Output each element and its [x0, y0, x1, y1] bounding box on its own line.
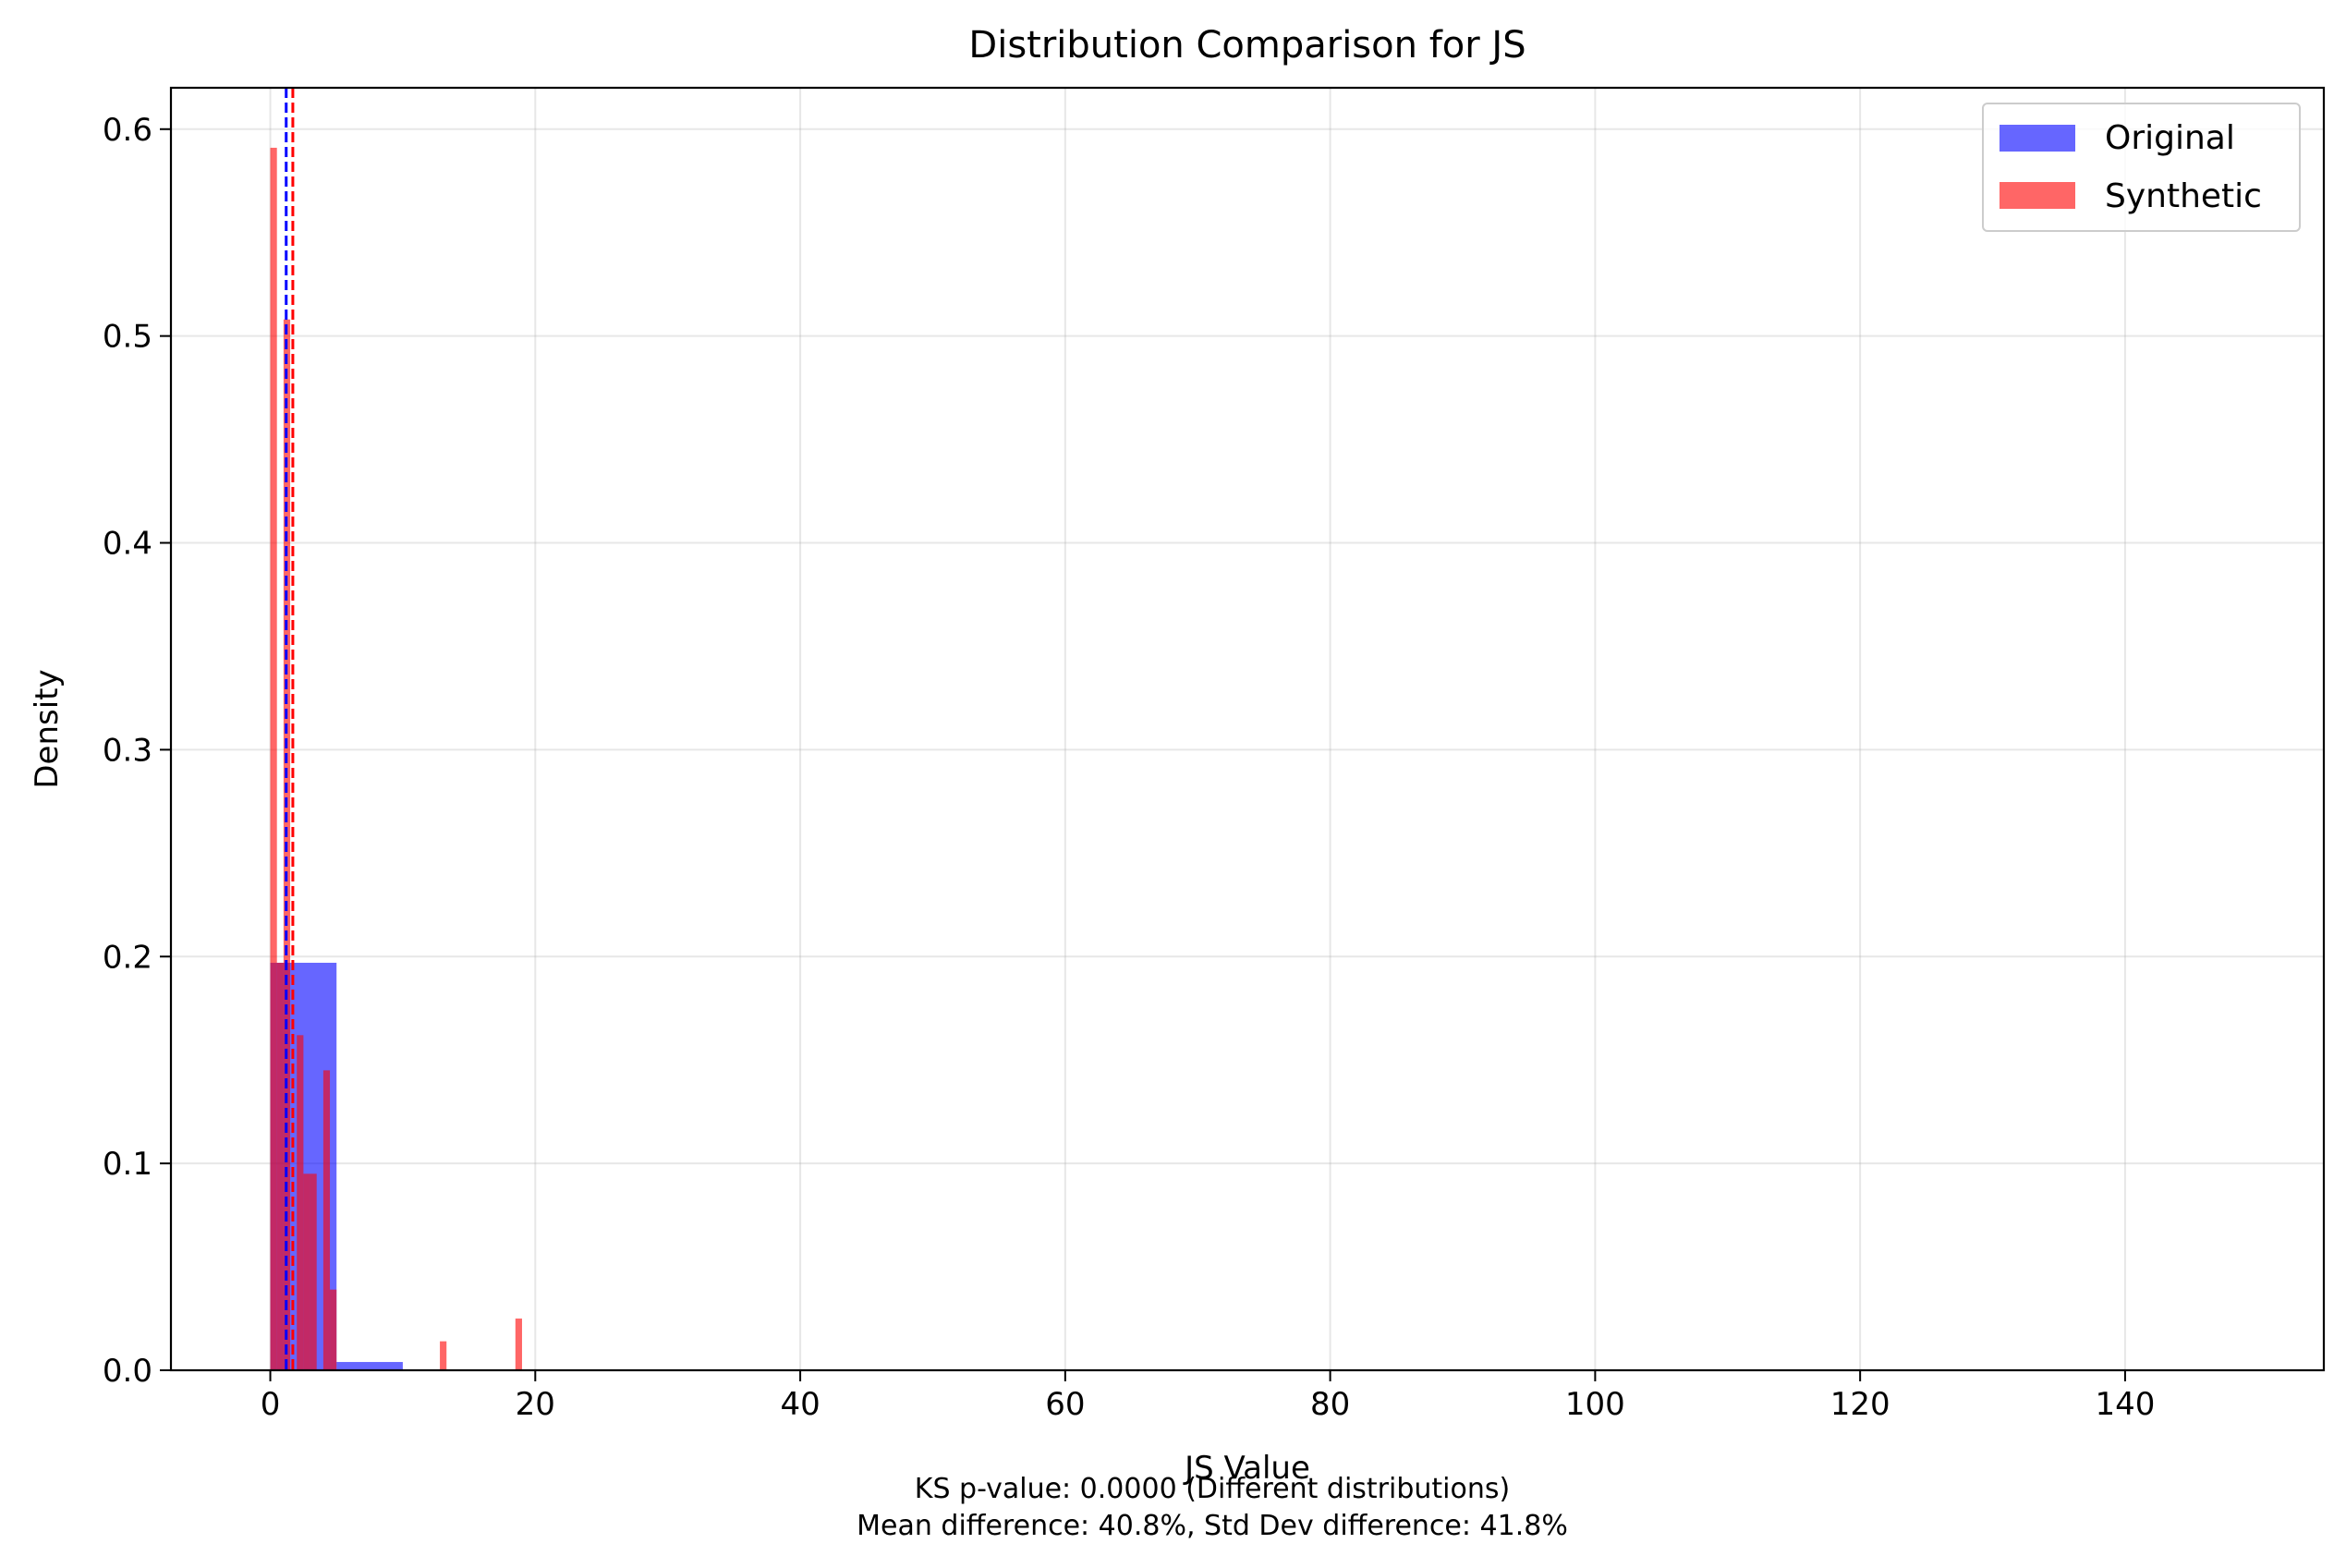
bar-synthetic — [515, 1319, 522, 1370]
bar-synthetic — [440, 1341, 447, 1370]
chart-title: Distribution Comparison for JS — [968, 24, 1526, 67]
y-tick-label: 0.5 — [103, 319, 152, 356]
ks-annotation: KS p-value: 0.0000 (Different distributi… — [915, 1473, 1510, 1505]
bar-synthetic — [330, 1289, 337, 1370]
legend: Original Synthetic — [1982, 103, 2301, 232]
axis-ticks: 0 20 40 60 80 100 120 140 0.0 0.1 0.2 0.3 0.4 0.5 0.6 — [103, 112, 2155, 1423]
bar-original — [336, 1362, 403, 1370]
bar-synthetic — [310, 1173, 317, 1370]
legend-label-original: Original — [2105, 119, 2235, 157]
x-tick-label: 80 — [1310, 1386, 1350, 1423]
plot-frame — [169, 86, 2326, 1372]
legend-label-synthetic: Synthetic — [2105, 177, 2262, 215]
y-tick-label: 0.3 — [103, 732, 152, 769]
bar-synthetic — [276, 962, 284, 1370]
y-axis-label: Density — [29, 669, 66, 788]
x-tick-label: 0 — [261, 1386, 281, 1423]
x-tick-label: 100 — [1565, 1386, 1625, 1423]
bar-synthetic — [270, 147, 277, 1370]
x-axis-label: JS Value — [1183, 1450, 1310, 1487]
legend-swatch-original — [2000, 125, 2075, 152]
x-tick-label: 20 — [516, 1386, 555, 1423]
grid — [171, 88, 2324, 1371]
y-tick-label: 0.0 — [103, 1353, 152, 1390]
difference-annotation: Mean difference: 40.8%, Std Dev differen… — [857, 1510, 1568, 1542]
x-tick-label: 40 — [780, 1386, 820, 1423]
x-tick-label: 140 — [2095, 1386, 2155, 1423]
x-tick-label: 120 — [1830, 1386, 1890, 1423]
bar-synthetic — [297, 1035, 304, 1370]
mean-lines — [285, 88, 295, 1370]
y-tick-label: 0.6 — [103, 112, 152, 149]
legend-swatch-synthetic — [2000, 182, 2075, 209]
bar-synthetic — [322, 1070, 331, 1370]
bar-synthetic — [303, 1173, 310, 1370]
y-tick-label: 0.2 — [103, 939, 152, 976]
y-tick-label: 0.1 — [103, 1146, 152, 1183]
x-tick-label: 60 — [1045, 1386, 1085, 1423]
y-tick-label: 0.4 — [103, 526, 152, 563]
